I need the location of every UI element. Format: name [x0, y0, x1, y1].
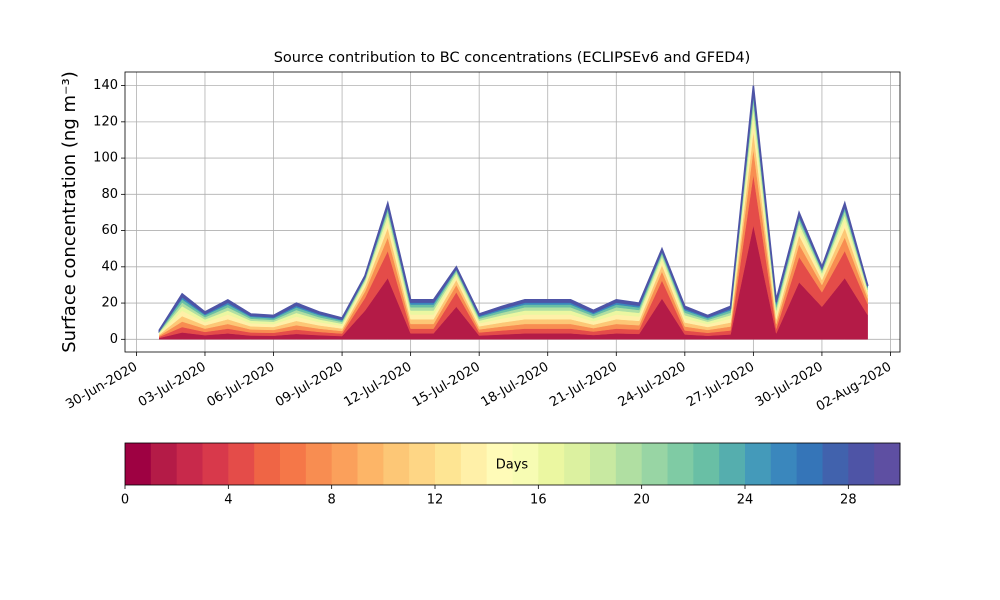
- x-tick-label: 21-Jul-2020: [547, 360, 620, 411]
- colorbar-swatch: [280, 443, 307, 485]
- colorbar-tick-label: 12: [427, 493, 444, 508]
- colorbar-tick-label: 28: [840, 493, 857, 508]
- colorbar-swatch: [770, 443, 798, 485]
- colorbar-swatch: [383, 443, 410, 485]
- colorbar-swatch: [125, 443, 152, 485]
- y-tick-label: 80: [101, 187, 118, 202]
- x-tick-label: 15-Jul-2020: [410, 360, 483, 411]
- y-tick-label: 100: [93, 151, 118, 166]
- colorbar-tick-label: 8: [328, 493, 336, 508]
- colorbar-swatch: [305, 443, 333, 485]
- colorbar-swatch: [409, 443, 436, 485]
- colorbar-frame: [124, 442, 901, 486]
- x-tick-label: 27-Jul-2020: [684, 360, 757, 411]
- y-tick-label: 140: [93, 78, 118, 93]
- area: [158, 85, 869, 334]
- colorbar-swatch: [357, 443, 384, 485]
- y-tick-label: 0: [110, 332, 118, 347]
- colorbar-swatch: [150, 443, 178, 485]
- x-tick-label: 30-Jun-2020: [63, 360, 140, 413]
- colorbar-swatch: [615, 443, 643, 485]
- colorbar-swatch: [254, 443, 281, 485]
- x-tick-label: 18-Jul-2020: [479, 360, 552, 411]
- colorbar-tick-label: 4: [224, 493, 232, 508]
- x-tick-label: 03-Jul-2020: [136, 360, 209, 411]
- colorbar-swatch: [538, 443, 565, 485]
- y-tick-label: 20: [101, 296, 118, 311]
- x-tick-label: 09-Jul-2020: [273, 360, 346, 411]
- colorbar-swatch: [460, 443, 488, 485]
- y-axis-label: Surface concentration (ng m⁻³): [59, 71, 80, 353]
- x-tick-label: 06-Jul-2020: [204, 360, 277, 411]
- colorbar-swatch: [590, 443, 617, 485]
- colorbar-swatch: [848, 443, 875, 485]
- colorbar-swatch: [564, 443, 591, 485]
- colorbar-label: Days: [496, 458, 529, 473]
- colorbar-swatch: [745, 443, 772, 485]
- colorbar-swatch: [512, 443, 539, 485]
- colorbar-swatch: [435, 443, 462, 485]
- colorbar-tick-label: 20: [633, 493, 650, 508]
- colorbar-swatch: [822, 443, 849, 485]
- colorbar-swatch: [693, 443, 720, 485]
- colorbar-swatch: [796, 443, 823, 485]
- chart-title: Source contribution to BC concentrations…: [274, 50, 751, 66]
- colorbar-tick-label: 0: [121, 493, 129, 508]
- x-tick-label: 24-Jul-2020: [616, 360, 689, 411]
- colorbar-swatch: [176, 443, 203, 485]
- x-tick-label: 12-Jul-2020: [342, 360, 415, 411]
- colorbar-swatch: [719, 443, 746, 485]
- x-tick-label: 02-Aug-2020: [814, 360, 894, 415]
- y-tick-label: 60: [101, 223, 118, 238]
- colorbar-swatch: [331, 443, 358, 485]
- colorbar-swatch: [874, 443, 901, 485]
- colorbar-tick-label: 16: [530, 493, 547, 508]
- plot-frame: [124, 71, 901, 353]
- y-tick-label: 40: [101, 259, 118, 274]
- y-tick-label: 120: [93, 114, 118, 129]
- colorbar-swatch: [667, 443, 694, 485]
- colorbar-swatch: [641, 443, 668, 485]
- colorbar-swatch: [228, 443, 255, 485]
- colorbar-swatch: [202, 443, 229, 485]
- colorbar-tick-label: 24: [737, 493, 754, 508]
- colorbar-swatch: [486, 443, 513, 485]
